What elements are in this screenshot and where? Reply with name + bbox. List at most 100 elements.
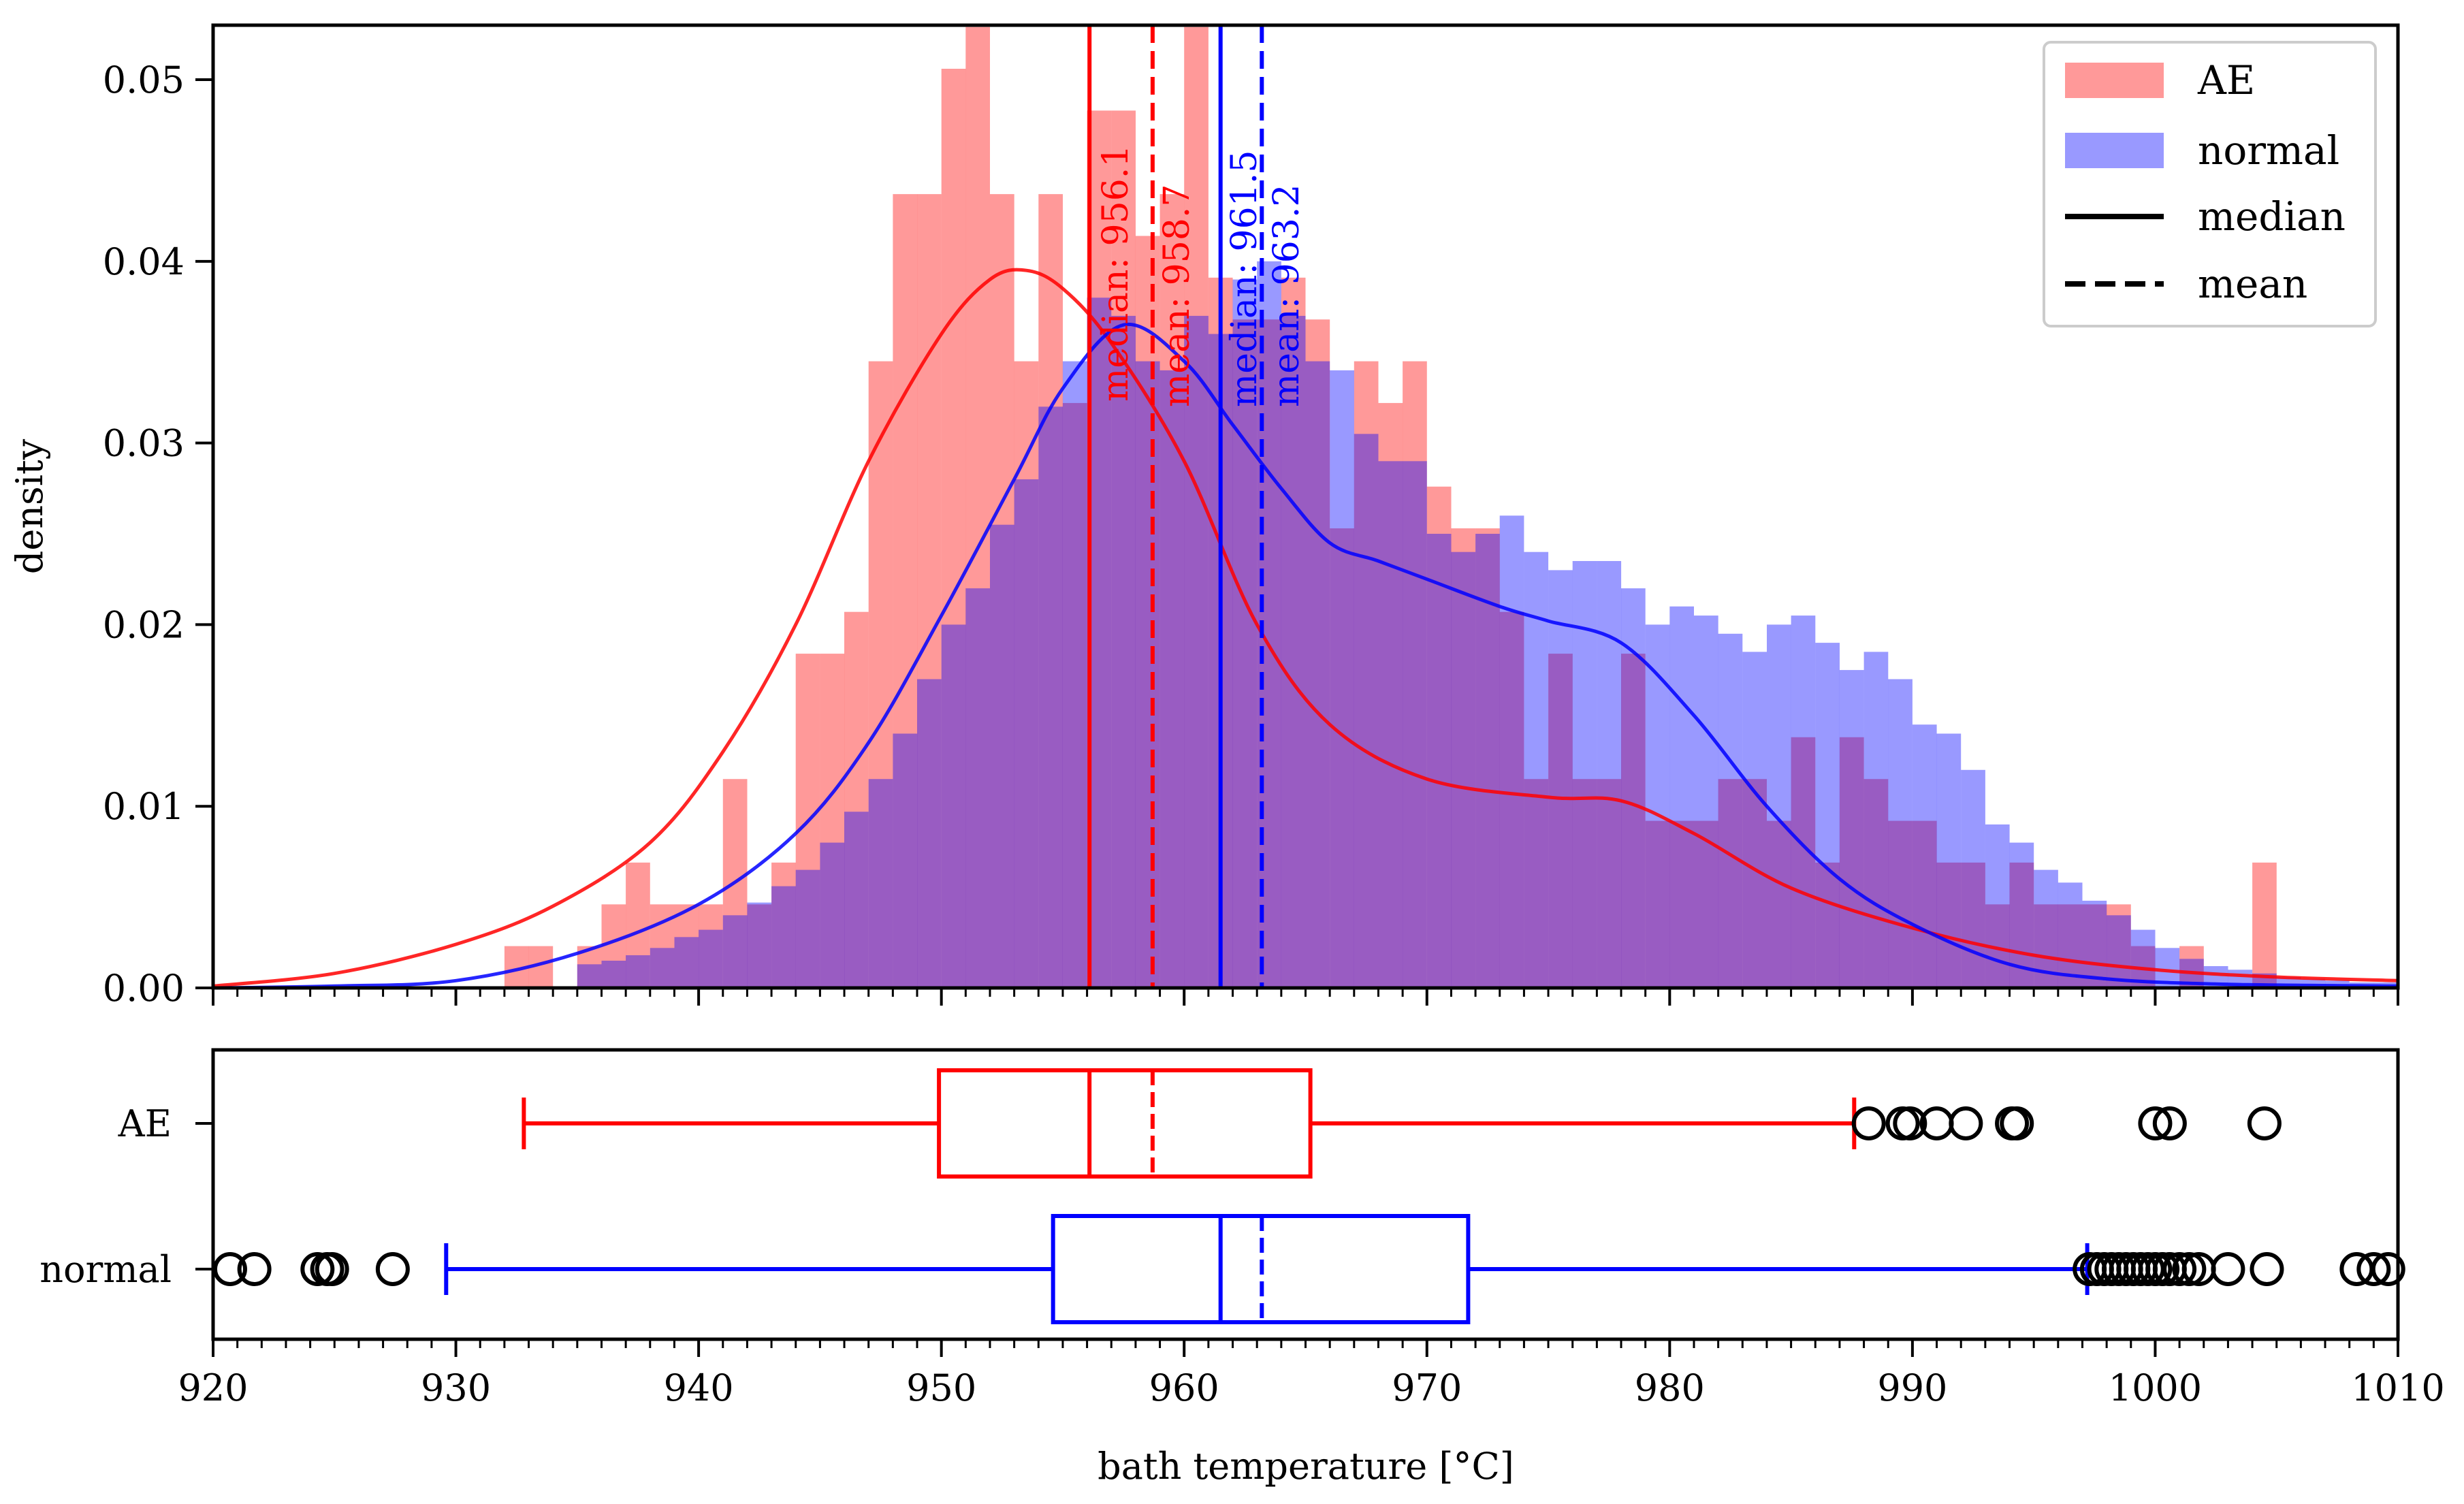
hist-bar-normal [844,812,869,988]
legend-frame [2043,41,2377,327]
hist-bar-ae [868,361,893,988]
outlier-ae [1893,1106,1927,1140]
hist-bar-normal [1184,315,1209,988]
hist-bar-normal [1839,670,1864,988]
hist-bar-normal [1159,370,1185,988]
hist-bar-ae [1912,820,1937,988]
hist-bar-ae [1839,737,1864,988]
hist-bar-ae [1038,194,1063,988]
x-tick-label: 970 [1392,1366,1462,1409]
hist-bar-ae [1815,862,1840,988]
hist-bar-ae [1403,361,1427,988]
hist-bar-ae [1936,862,1962,988]
hist-bar-ae [1888,820,1913,988]
hist-bar-normal [771,886,796,988]
outlier-normal [2356,1252,2391,1286]
legend-label-median: median [2198,193,2346,240]
y-tick-label: 0.00 [103,967,185,1010]
hist-bar-normal [2130,929,2156,988]
hist-bar-normal [1791,615,1816,988]
kde-curves [213,268,2398,988]
hist-bar-normal [1354,434,1379,988]
hist-bar-ae [1281,277,1306,988]
hist-bar-ae [1718,779,1743,988]
hist-bar-normal [1426,534,1452,988]
annotation-ae-mean: mean: 958.7 [1157,185,1198,408]
outlier-normal [2211,1252,2245,1286]
hist-bar-normal [1548,570,1573,988]
hist-bar-ae [1159,194,1185,988]
outlier-ae [1851,1106,1886,1140]
histogram-bars [504,27,2398,988]
hist-bar-normal [626,955,650,988]
legend: AE normal median mean [2043,41,2377,327]
hist-bar-normal [795,869,820,988]
hist-bar-ae [601,904,626,988]
outlier-normal [212,1252,247,1286]
hist-bar-normal [1621,588,1646,988]
hist-bar-normal [893,733,918,988]
hist-bar-normal [1718,633,1743,988]
hist-bar-normal [1111,315,1136,988]
hist-bar-normal [674,937,699,988]
outlier-normal [300,1252,335,1286]
hist-bar-ae [1669,820,1694,988]
annotation-normal-median: median: 961.5 [1224,150,1265,407]
outlier-ae [2247,1106,2282,1140]
kde-curve-normal [213,322,2398,988]
hist-bar-ae [1062,402,1087,988]
box-category-ticks: AE normal [39,1102,213,1291]
y-tick-label: 0.05 [103,59,185,101]
y-tick-label: 0.02 [103,603,185,646]
hist-bar-normal [577,964,602,988]
median-mean-annotations: median: 956.1 mean: 958.7 median: 961.5 … [1095,145,1307,407]
hist-bar-ae [1305,319,1330,988]
boxplot-axes-frame [211,1048,2400,1341]
x-tick-label: 920 [178,1366,248,1409]
hist-bar-ae [941,69,966,988]
boxplots [212,1068,2405,1324]
hist-bar-ae [1499,611,1524,988]
hist-bar-normal [1888,679,1913,988]
hist-bar-normal [1451,551,1476,988]
hist-bar-normal [917,679,942,988]
hist-bar-ae [1742,779,1767,988]
hist-bar-ae [699,904,723,988]
x-tick-label: 1010 [2351,1366,2444,1409]
median-mean-lines [1087,25,1264,988]
hist-bar-normal [1645,624,1670,988]
hist-bar-ae [626,862,650,988]
hist-bar-ae [820,654,845,988]
hist-bar-ae [1451,528,1476,988]
hist-bar-normal [990,524,1014,988]
x-tick-label: 930 [421,1366,491,1409]
hist-bar-ae [1863,779,1889,988]
legend-label-mean: mean [2198,261,2307,307]
hist-bar-normal [1330,370,1354,988]
hist-bar-normal [601,961,626,988]
hist-bar-normal [2107,915,2131,988]
hist-bar-ae [1378,402,1403,988]
outlier-normal [237,1252,272,1286]
hist-bar-normal [1767,624,1791,988]
hist-bar-normal [722,915,748,988]
kde-curve-ae [213,268,2398,988]
hist-bar-normal [1499,515,1524,988]
y-axis-ticks: 0.00 0.01 0.02 0.03 0.04 0.05 [103,59,213,1010]
x-axis-title: bath temperature [°C] [1098,1445,1514,1488]
x-tick-label: 990 [1877,1366,1947,1409]
hist-bar-normal [1062,361,1087,988]
y-tick-label: 0.01 [103,785,185,828]
hist-bar-normal [941,624,966,988]
hist-bar-normal [965,588,990,988]
hist-bar-normal [1038,406,1063,988]
hist-bar-ae [965,27,990,988]
hist-bar-normal [1669,606,1694,988]
annotation-normal-mean: mean: 963.2 [1266,185,1307,408]
annotation-ae-median: median: 956.1 [1095,145,1136,402]
hist-bar-normal [1378,461,1403,988]
x-tick-label: 950 [906,1366,976,1409]
hist-bar-ae [1572,779,1597,988]
hist-bar-ae [1354,361,1379,988]
